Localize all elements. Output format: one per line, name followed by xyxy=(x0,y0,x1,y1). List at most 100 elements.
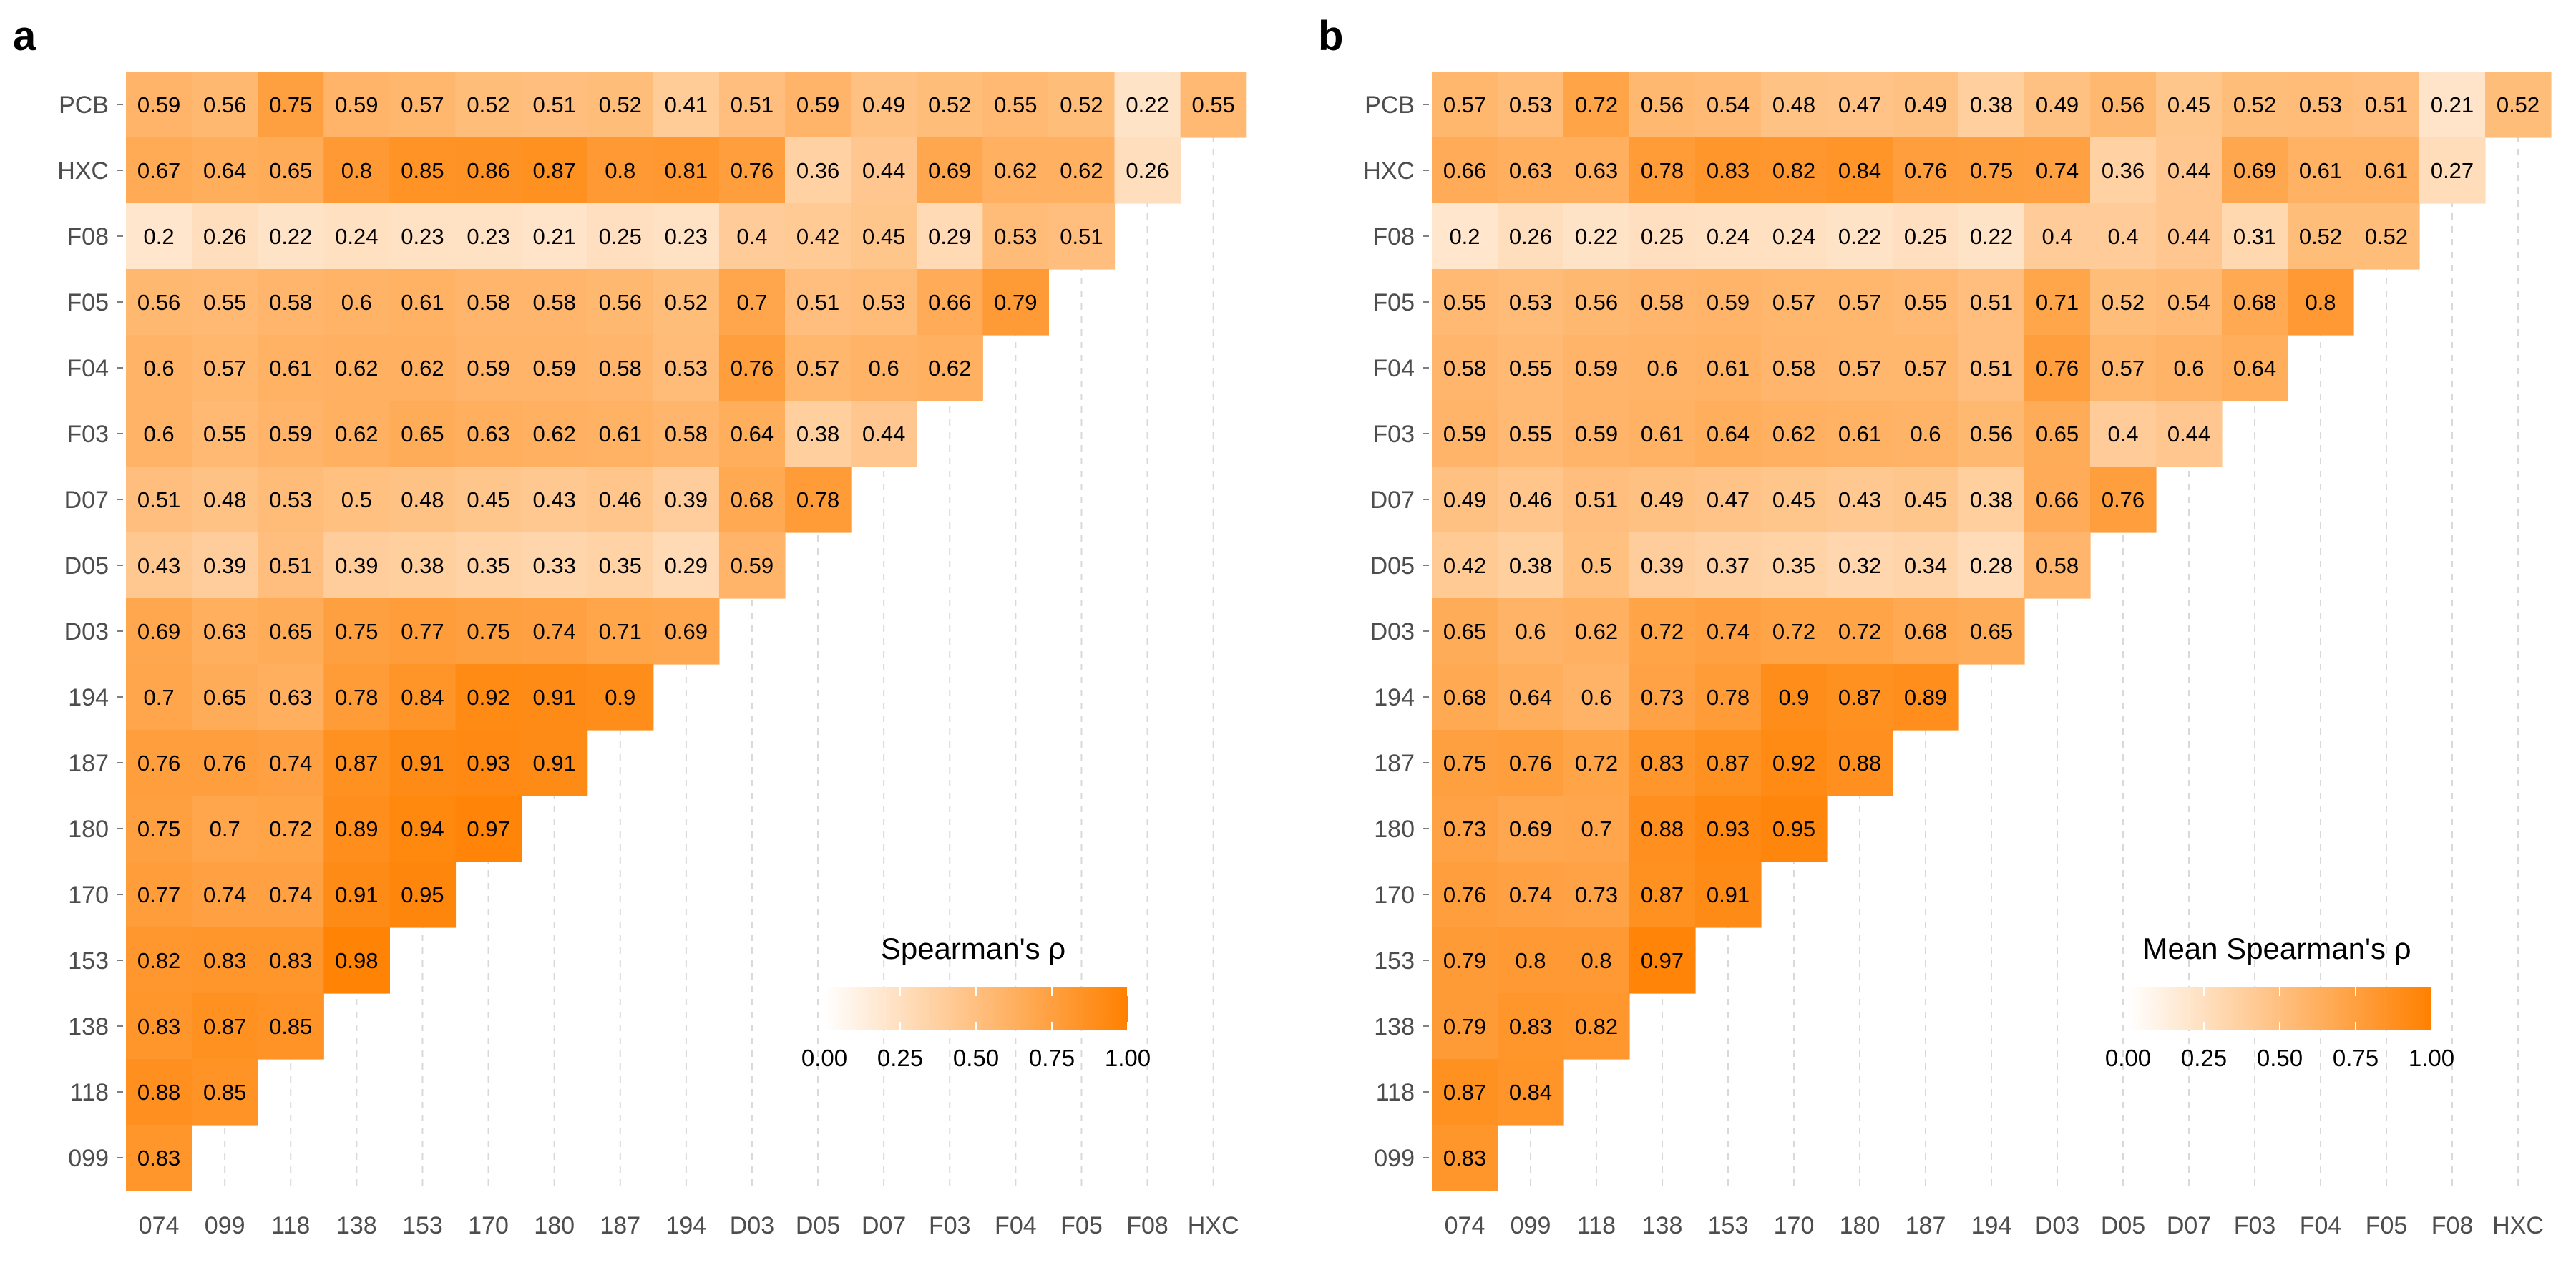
legend-tick-label: 1.00 xyxy=(1105,1045,1151,1071)
cell-value-label: 0.45 xyxy=(2167,92,2210,117)
heatmap-cell xyxy=(1893,664,1959,731)
y-tick-label: F03 xyxy=(1372,421,1415,448)
cell-value-label: 0.87 xyxy=(1443,1080,1486,1105)
heatmap-cell xyxy=(587,269,654,336)
cell-value-label: 0.7 xyxy=(143,685,174,710)
x-tick-label: 118 xyxy=(1577,1212,1616,1239)
cell-value-label: 0.22 xyxy=(269,224,312,249)
x-tick-label: D07 xyxy=(862,1212,906,1239)
y-tick-label: F03 xyxy=(67,421,109,448)
heatmap-cell xyxy=(1893,269,1959,336)
cell-value-label: 0.45 xyxy=(1904,487,1947,512)
heatmap-cell xyxy=(1498,203,1564,270)
heatmap-cell xyxy=(851,335,917,401)
heatmap-cell xyxy=(323,203,390,270)
cell-value-label: 0.76 xyxy=(731,158,774,183)
heatmap-cell xyxy=(1827,467,1893,533)
heatmap-cell xyxy=(653,401,720,467)
heatmap-cell xyxy=(258,598,324,665)
heatmap-cell xyxy=(1958,203,2025,270)
x-tick-label: F08 xyxy=(2431,1212,2474,1239)
cell-value-label: 0.61 xyxy=(1641,421,1684,447)
cell-value-label: 0.45 xyxy=(862,224,905,249)
heatmap-cell xyxy=(1761,598,1828,665)
cell-value-label: 0.72 xyxy=(1641,619,1684,644)
heatmap-cell xyxy=(718,401,786,467)
cell-value-label: 0.71 xyxy=(599,619,642,644)
cell-value-label: 0.59 xyxy=(1575,356,1618,381)
cell-value-label: 0.73 xyxy=(1443,816,1486,841)
y-tick-label: D03 xyxy=(1370,618,1415,645)
heatmap-cell xyxy=(587,335,654,401)
cell-value-label: 0.36 xyxy=(2102,158,2145,183)
cell-value-label: 0.62 xyxy=(335,421,378,447)
heatmap-cell xyxy=(587,137,654,204)
heatmap-cell xyxy=(258,664,324,731)
heatmap-cell xyxy=(1563,335,1630,401)
cell-value-label: 0.58 xyxy=(2036,553,2079,578)
cell-value-label: 0.78 xyxy=(796,487,839,512)
x-tick-label: F04 xyxy=(995,1212,1037,1239)
heatmap-cell xyxy=(1958,598,2025,665)
cell-value-label: 0.69 xyxy=(665,619,708,644)
heatmap-cell xyxy=(258,467,324,533)
heatmap-cell xyxy=(126,203,192,270)
cell-value-label: 0.57 xyxy=(796,356,839,381)
heatmap-cell xyxy=(1432,467,1498,533)
heatmap-cell xyxy=(258,862,324,928)
heatmap-cell xyxy=(2419,72,2486,138)
heatmap-cell xyxy=(851,203,917,270)
cell-value-label: 0.58 xyxy=(1641,290,1684,315)
heatmap-cell xyxy=(258,993,324,1060)
cell-value-label: 0.6 xyxy=(1646,356,1677,381)
heatmap-cell xyxy=(1629,862,1696,928)
cell-value-label: 0.78 xyxy=(1641,158,1684,183)
heatmap-cell xyxy=(323,137,390,204)
heatmap-cell xyxy=(455,137,522,204)
heatmap-cell xyxy=(1827,137,1893,204)
heatmap-cell xyxy=(323,927,390,994)
cell-value-label: 0.6 xyxy=(1910,421,1941,447)
cell-value-label: 0.61 xyxy=(1707,356,1750,381)
heatmap-cell xyxy=(323,862,390,928)
heatmap-cell xyxy=(389,598,457,665)
heatmap-cell xyxy=(653,532,720,599)
cell-value-label: 0.9 xyxy=(605,685,635,710)
heatmap-cell xyxy=(521,532,588,599)
heatmap-cell xyxy=(2222,203,2288,270)
cell-value-label: 0.87 xyxy=(335,751,378,776)
cell-value-label: 0.52 xyxy=(2233,92,2276,117)
x-tick-label: 153 xyxy=(402,1212,443,1239)
cell-value-label: 0.22 xyxy=(1838,224,1881,249)
heatmap-cell xyxy=(521,137,588,204)
heatmap-cell xyxy=(2090,269,2157,336)
cell-value-label: 0.65 xyxy=(203,685,246,710)
cell-value-label: 0.37 xyxy=(1707,553,1750,578)
cell-value-label: 0.68 xyxy=(1443,685,1486,710)
heatmap-cell xyxy=(455,72,522,138)
cell-value-label: 0.59 xyxy=(532,356,575,381)
cell-value-label: 0.4 xyxy=(2107,224,2138,249)
heatmap-cell xyxy=(1761,203,1828,270)
cell-value-label: 0.51 xyxy=(532,92,575,117)
heatmap-cell xyxy=(2090,467,2157,533)
heatmap-cell xyxy=(2090,137,2157,204)
cell-value-label: 0.79 xyxy=(1443,948,1486,973)
cell-value-label: 0.87 xyxy=(1838,685,1881,710)
cell-value-label: 0.53 xyxy=(994,224,1037,249)
heatmap-cell xyxy=(126,467,192,533)
y-tick-label: D05 xyxy=(1370,552,1415,580)
heatmap-cell xyxy=(389,796,457,862)
heatmap-cell xyxy=(258,730,324,796)
heatmap-cell xyxy=(192,993,258,1060)
heatmap-cell xyxy=(1827,335,1893,401)
cell-value-label: 0.84 xyxy=(401,685,444,710)
x-tick-label: D05 xyxy=(796,1212,840,1239)
heatmap-cell xyxy=(1432,796,1498,862)
legend-ticks: 0.00 0.25 0.50 0.75 1.00 xyxy=(801,987,1151,1071)
cell-value-label: 0.76 xyxy=(1509,751,1552,776)
heatmap-cell xyxy=(2090,72,2157,138)
cell-value-label: 0.38 xyxy=(1970,487,2013,512)
cell-value-label: 0.47 xyxy=(1707,487,1750,512)
cell-value-label: 0.95 xyxy=(401,882,444,907)
